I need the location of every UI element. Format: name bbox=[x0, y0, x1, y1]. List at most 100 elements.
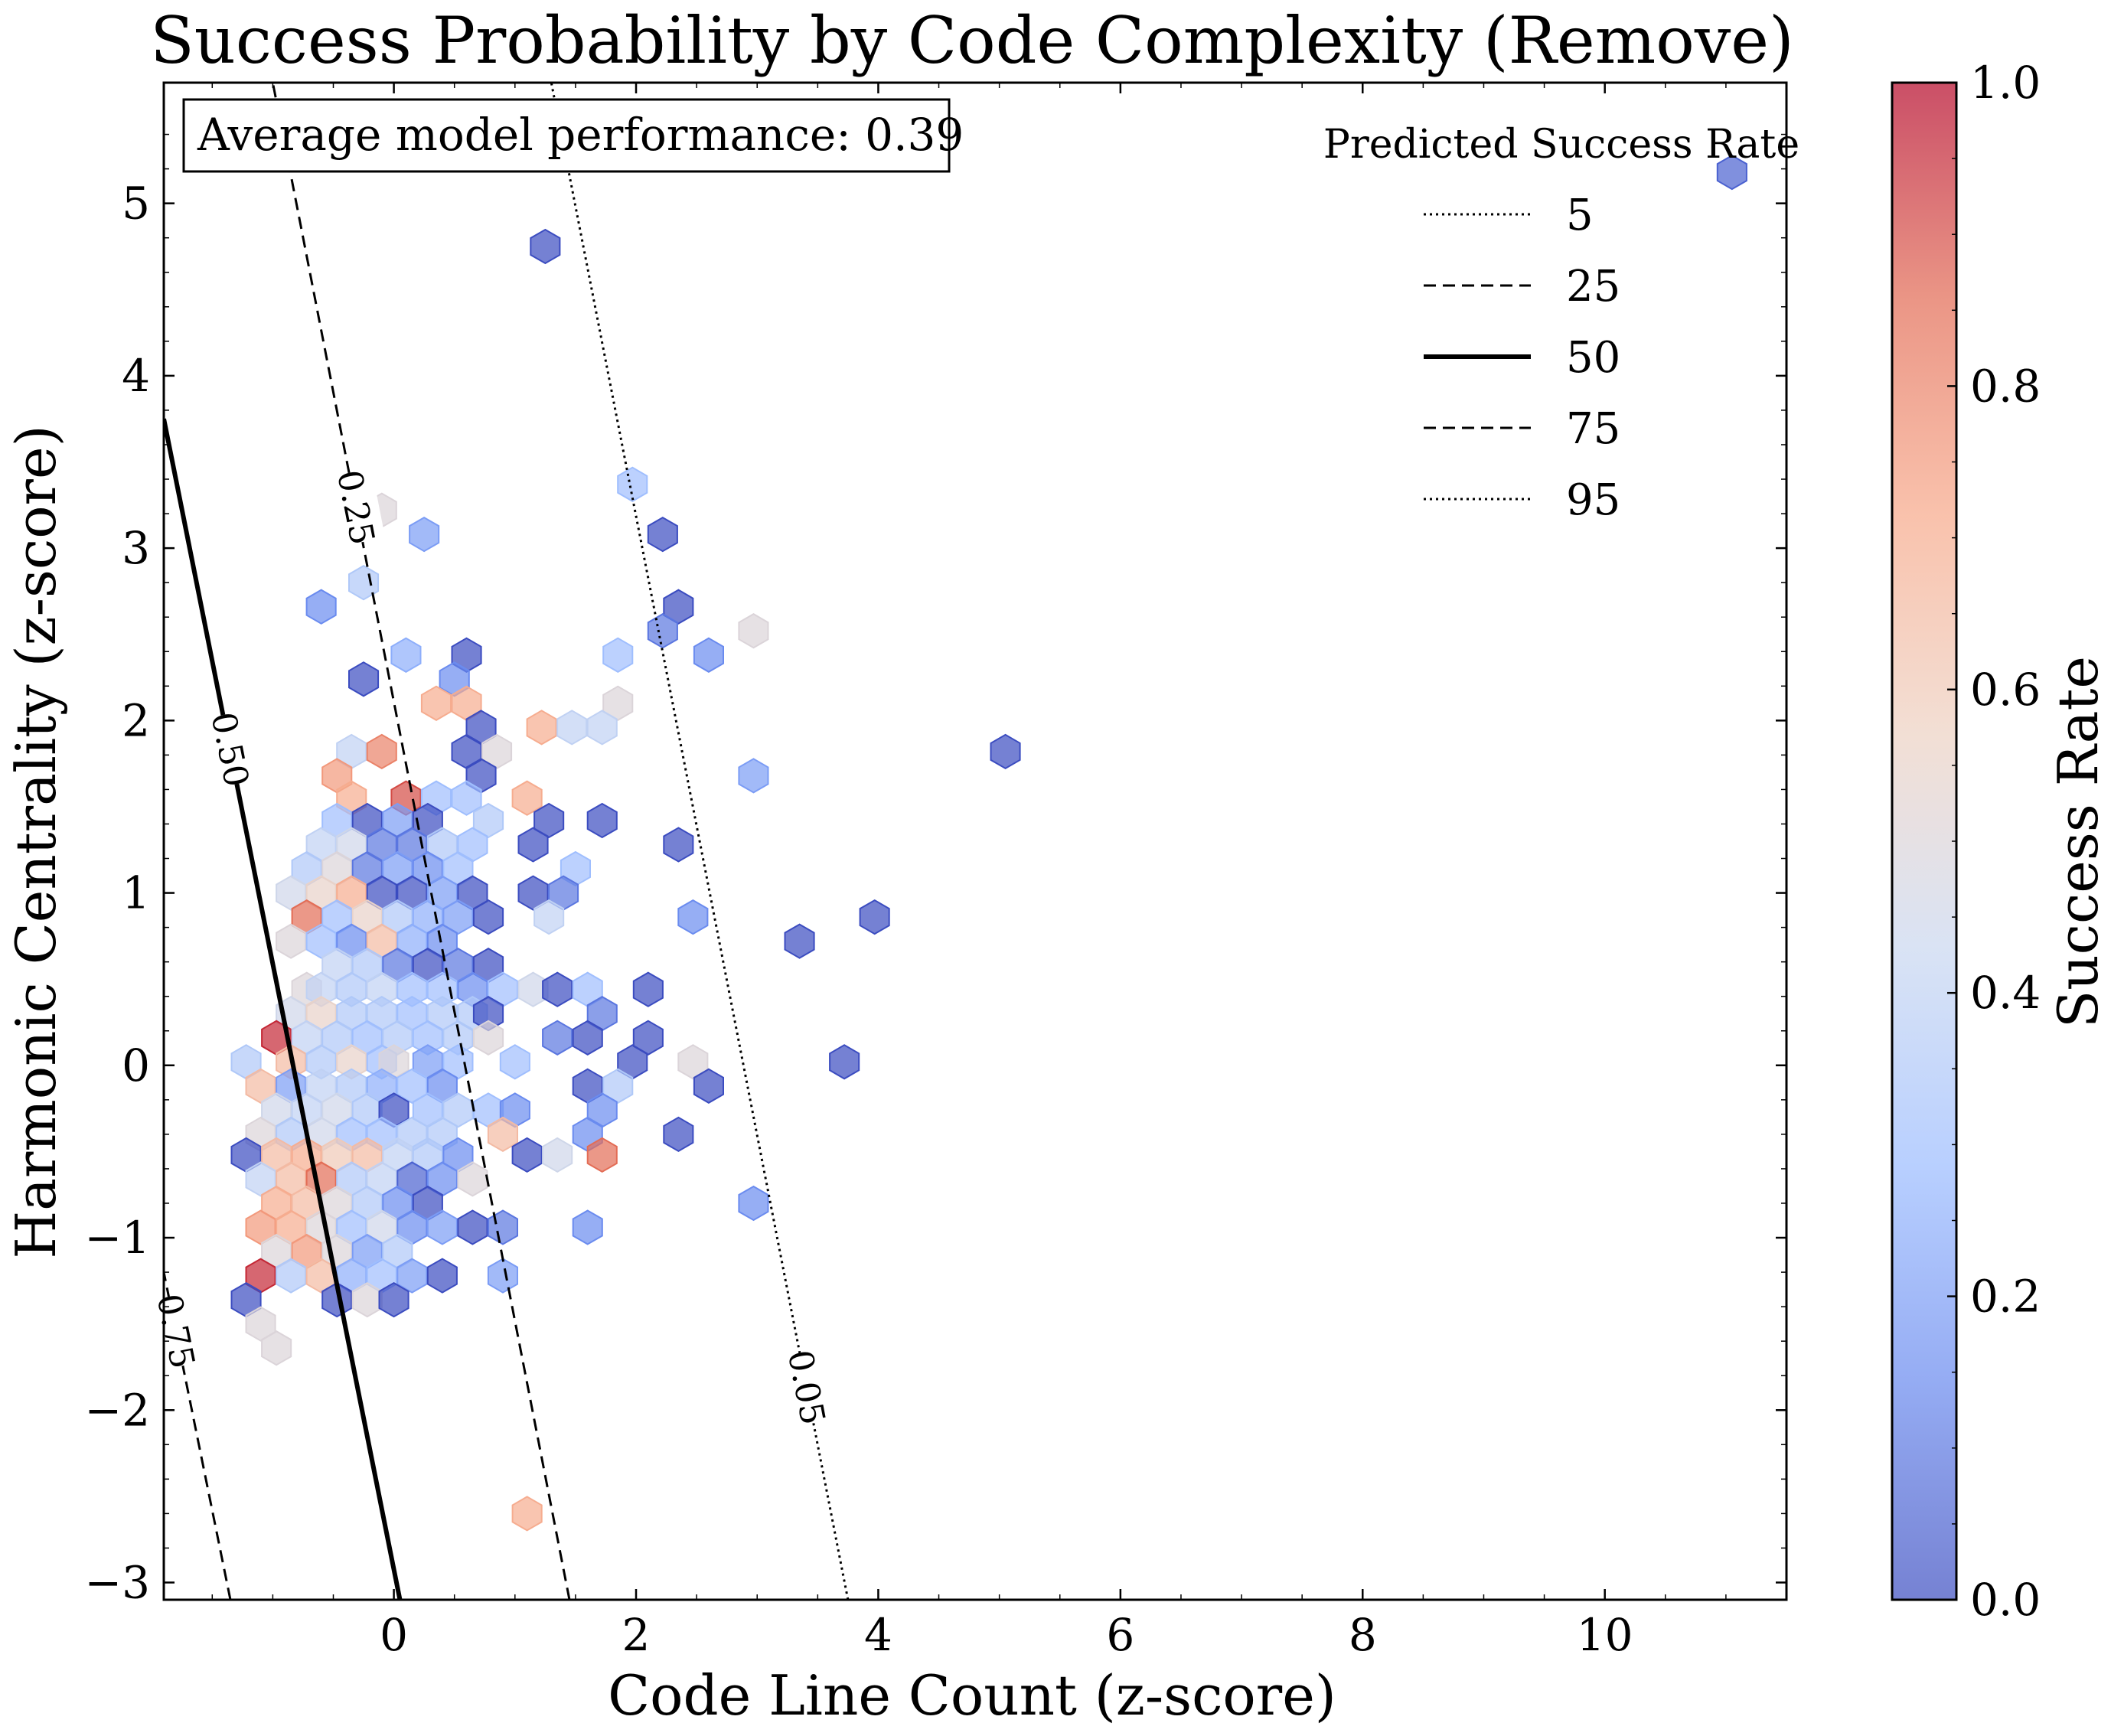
hexbin-cell bbox=[632, 971, 664, 1007]
x-tick-label: 0 bbox=[380, 1609, 408, 1661]
y-axis-label: Harmonic Centrality (z-score) bbox=[4, 425, 68, 1258]
hexbin-cell bbox=[487, 1116, 518, 1153]
hexbin-cell bbox=[663, 589, 694, 625]
x-tick-label: 6 bbox=[1106, 1609, 1134, 1661]
hexbin-cell bbox=[738, 758, 769, 794]
hexbin-cell bbox=[390, 637, 422, 673]
x-tick-label: 4 bbox=[864, 1609, 892, 1661]
hexbin-cell bbox=[602, 685, 634, 721]
contour-line-0.25 bbox=[271, 83, 571, 1600]
hexbin-cell bbox=[481, 733, 513, 770]
hexbin-cell bbox=[511, 1496, 543, 1532]
hexbin-cell bbox=[677, 899, 709, 935]
legend-label: 50 bbox=[1566, 333, 1620, 383]
hexbin-cell bbox=[738, 613, 769, 649]
hexbin-cell bbox=[586, 1137, 618, 1173]
chart-title: Success Probability by Code Complexity (… bbox=[150, 3, 1794, 78]
colorbar-gradient bbox=[1891, 81, 1958, 1601]
hexbin-cell bbox=[533, 802, 565, 839]
hexbin-cell bbox=[586, 802, 618, 839]
hexbin-cell bbox=[472, 1020, 504, 1056]
hexbin-cell bbox=[366, 733, 397, 770]
hexbin-cell bbox=[457, 1161, 488, 1197]
contour-label-bg bbox=[326, 468, 386, 547]
hexbin-cell bbox=[472, 899, 504, 935]
y-tick-label: −3 bbox=[85, 1556, 151, 1608]
y-tick-label: 5 bbox=[122, 178, 150, 230]
hexbin-cell bbox=[530, 228, 561, 265]
legend-label: 95 bbox=[1566, 475, 1620, 525]
hexbin-cell bbox=[442, 899, 474, 935]
colorbar-tick-label: 0.6 bbox=[1970, 664, 2041, 716]
contour-label-bg bbox=[146, 1292, 206, 1371]
hexbin-cell bbox=[647, 516, 678, 553]
hexbin-cell bbox=[420, 685, 452, 721]
hexbin-cell bbox=[426, 1209, 458, 1245]
plot-frame bbox=[162, 81, 1788, 1601]
x-tick-label: 10 bbox=[1577, 1609, 1633, 1661]
colorbar: 0.0 0.2 0.4 0.6 0.8 1.0 Success Rate bbox=[1891, 57, 2110, 1626]
hexbin-cell bbox=[602, 1068, 634, 1104]
hexbin-cell bbox=[542, 1137, 573, 1173]
hexbin-cell bbox=[305, 923, 337, 959]
contour-label: 0.75 bbox=[148, 1291, 201, 1372]
annotation-text: Average model performance: 0.39 bbox=[197, 109, 964, 161]
contour-label: 0.05 bbox=[780, 1347, 833, 1428]
hexbin-cell bbox=[276, 1258, 307, 1294]
hexbin-cell bbox=[784, 923, 815, 959]
hexbin-cell bbox=[276, 923, 307, 959]
hexbin-cell bbox=[451, 780, 482, 816]
hexbin-cell bbox=[305, 589, 337, 625]
y-tick-label: −2 bbox=[85, 1384, 151, 1436]
hexbin-cell bbox=[663, 1116, 694, 1153]
hexbin-cell bbox=[409, 516, 440, 553]
hexbin-cell bbox=[321, 1281, 353, 1318]
hexbin-cell bbox=[396, 1258, 428, 1294]
hexbin-cell bbox=[542, 971, 573, 1007]
hexbin-cell bbox=[617, 466, 648, 502]
legend-label: 5 bbox=[1566, 191, 1594, 240]
hexbin-cell bbox=[663, 827, 694, 863]
contour-label: 0.50 bbox=[203, 709, 256, 790]
x-axis-label: Code Line Count (z-score) bbox=[608, 1663, 1336, 1728]
hexbin-cell bbox=[261, 1330, 292, 1366]
y-tick-label: 1 bbox=[122, 867, 150, 919]
hexbin-cell bbox=[348, 661, 380, 697]
contour-line-0.50 bbox=[164, 418, 403, 1600]
hexbin-cell bbox=[586, 710, 618, 746]
hexbin-cell bbox=[517, 875, 549, 911]
hexbin-cell bbox=[693, 637, 724, 673]
hexbin-cell bbox=[572, 1209, 603, 1245]
colorbar-label: Success Rate bbox=[2046, 656, 2110, 1028]
hexbin-cell bbox=[859, 899, 890, 935]
hexbin-cell bbox=[472, 802, 504, 839]
hexbin-cell bbox=[990, 733, 1021, 770]
hexbin-cell bbox=[829, 1044, 860, 1080]
hexbin-layer bbox=[230, 154, 1747, 1532]
hexbin-cell bbox=[542, 1020, 573, 1056]
x-tick-label: 2 bbox=[622, 1609, 651, 1661]
contour-line-0.05 bbox=[550, 83, 850, 1600]
legend: Predicted Success Rate 5 25 50 75 95 bbox=[1323, 122, 1799, 525]
hexbin-cell bbox=[1716, 154, 1747, 191]
performance-annotation: Average model performance: 0.39 bbox=[182, 98, 964, 173]
hexbin-cell bbox=[647, 613, 678, 649]
hexbin-cell bbox=[487, 1258, 518, 1294]
hexbin-cell bbox=[602, 637, 634, 673]
hexbin-cell bbox=[533, 899, 565, 935]
colorbar-tick-label: 0.2 bbox=[1970, 1271, 2041, 1323]
axis-ticks: 0 2 4 6 8 10 −3 −2 −1 0 1 2 3 4 5 bbox=[85, 83, 1787, 1661]
legend-label: 25 bbox=[1566, 262, 1620, 312]
hexbin-cell bbox=[511, 1137, 543, 1173]
hexbin-cell bbox=[738, 1185, 769, 1222]
colorbar-tick-label: 0.0 bbox=[1970, 1574, 2041, 1626]
contour-layer bbox=[164, 83, 850, 1600]
hexbin-cell bbox=[426, 1258, 458, 1294]
y-tick-label: 4 bbox=[122, 350, 150, 402]
legend-title: Predicted Success Rate bbox=[1323, 122, 1799, 168]
hexbin-cell bbox=[245, 1209, 276, 1245]
y-tick-label: 3 bbox=[122, 522, 150, 574]
hexbin-cell bbox=[245, 1306, 276, 1342]
colorbar-tick-label: 0.8 bbox=[1970, 360, 2041, 412]
hexbin-cell bbox=[396, 1068, 428, 1104]
